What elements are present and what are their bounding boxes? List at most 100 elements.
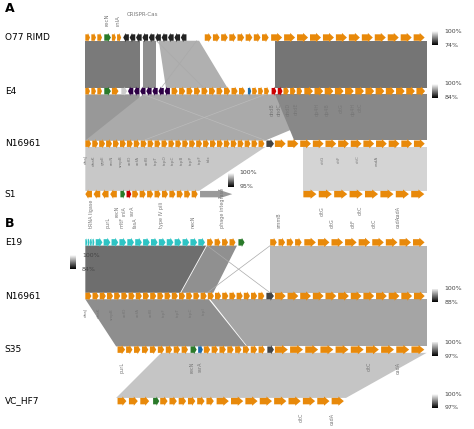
Polygon shape (160, 396, 168, 406)
Polygon shape (153, 396, 159, 406)
Polygon shape (278, 87, 283, 96)
Polygon shape (136, 33, 142, 42)
Polygon shape (182, 139, 188, 148)
Polygon shape (182, 345, 188, 354)
Polygon shape (92, 139, 98, 148)
Polygon shape (375, 33, 386, 42)
Polygon shape (97, 33, 102, 42)
Polygon shape (129, 396, 138, 406)
Polygon shape (179, 87, 185, 96)
Polygon shape (110, 190, 117, 199)
Point (194, 38, 200, 43)
Point (267, 243, 273, 248)
Polygon shape (303, 190, 317, 199)
Text: citF: citF (351, 220, 356, 228)
Polygon shape (297, 33, 308, 42)
Polygon shape (239, 87, 245, 96)
Text: 84%: 84% (444, 95, 458, 100)
Polygon shape (305, 345, 318, 354)
Polygon shape (295, 238, 301, 247)
Polygon shape (349, 33, 360, 42)
Polygon shape (217, 139, 223, 148)
Text: dnaK: dnaK (92, 155, 96, 166)
Text: tcpI: tcpI (202, 308, 206, 315)
Polygon shape (401, 33, 412, 42)
Polygon shape (116, 353, 427, 398)
Polygon shape (215, 238, 220, 247)
Polygon shape (150, 291, 156, 301)
Text: recN: recN (104, 13, 109, 26)
Polygon shape (181, 33, 186, 42)
Polygon shape (380, 190, 393, 199)
Text: acfB: acfB (145, 155, 149, 165)
Polygon shape (251, 345, 257, 354)
Text: E4: E4 (5, 87, 16, 96)
Polygon shape (85, 94, 375, 141)
Text: cadA: cadA (396, 361, 401, 374)
Polygon shape (179, 396, 186, 406)
Polygon shape (207, 238, 213, 247)
Polygon shape (90, 238, 92, 247)
Polygon shape (215, 291, 221, 301)
Polygon shape (323, 33, 334, 42)
Text: recN: recN (190, 361, 194, 373)
Text: N16961: N16961 (5, 292, 40, 300)
Point (158, 85, 164, 91)
Polygon shape (164, 87, 170, 96)
Polygon shape (238, 238, 245, 247)
Polygon shape (174, 345, 180, 354)
Polygon shape (262, 33, 269, 42)
Text: tcpC: tcpC (189, 308, 192, 317)
Polygon shape (406, 87, 415, 96)
Polygon shape (158, 345, 164, 354)
Polygon shape (85, 147, 265, 191)
Text: acfB: acfB (149, 308, 153, 317)
Polygon shape (388, 33, 399, 42)
Line: 2 pts: 2 pts (207, 245, 270, 293)
Polygon shape (147, 190, 153, 199)
Text: citC: citC (358, 206, 363, 215)
Polygon shape (338, 139, 349, 148)
Polygon shape (186, 291, 192, 301)
Polygon shape (318, 238, 329, 247)
Polygon shape (272, 87, 276, 96)
Polygon shape (130, 33, 135, 42)
Text: tcpP: tcpP (189, 155, 193, 164)
Polygon shape (252, 139, 257, 148)
Polygon shape (320, 345, 333, 354)
Text: tcpF: tcpF (162, 308, 166, 317)
Polygon shape (235, 345, 242, 354)
Line: 2 pts: 2 pts (156, 41, 204, 88)
Text: citC: citC (356, 155, 360, 163)
Polygon shape (181, 245, 237, 293)
Polygon shape (104, 87, 111, 96)
Text: recN: recN (114, 206, 119, 218)
Polygon shape (88, 238, 90, 247)
Polygon shape (194, 87, 200, 96)
Text: dndC: dndC (277, 103, 282, 116)
Polygon shape (231, 87, 237, 96)
Text: tcpT: tcpT (154, 155, 158, 164)
Polygon shape (396, 190, 409, 199)
Polygon shape (94, 190, 100, 199)
Polygon shape (313, 139, 324, 148)
Polygon shape (168, 33, 173, 42)
Polygon shape (310, 33, 321, 42)
Polygon shape (96, 238, 102, 247)
Polygon shape (297, 87, 302, 96)
Polygon shape (345, 238, 356, 247)
Polygon shape (100, 291, 106, 301)
Text: dnaJ: dnaJ (83, 308, 87, 317)
Polygon shape (351, 139, 362, 148)
Polygon shape (381, 345, 394, 354)
Text: citC: citC (372, 219, 377, 228)
Polygon shape (366, 345, 379, 354)
Polygon shape (191, 345, 197, 354)
Text: mltF: mltF (120, 218, 125, 228)
Polygon shape (162, 33, 167, 42)
Point (267, 290, 273, 295)
Polygon shape (288, 139, 298, 148)
Polygon shape (104, 238, 110, 247)
Point (154, 38, 159, 43)
Polygon shape (376, 291, 387, 301)
